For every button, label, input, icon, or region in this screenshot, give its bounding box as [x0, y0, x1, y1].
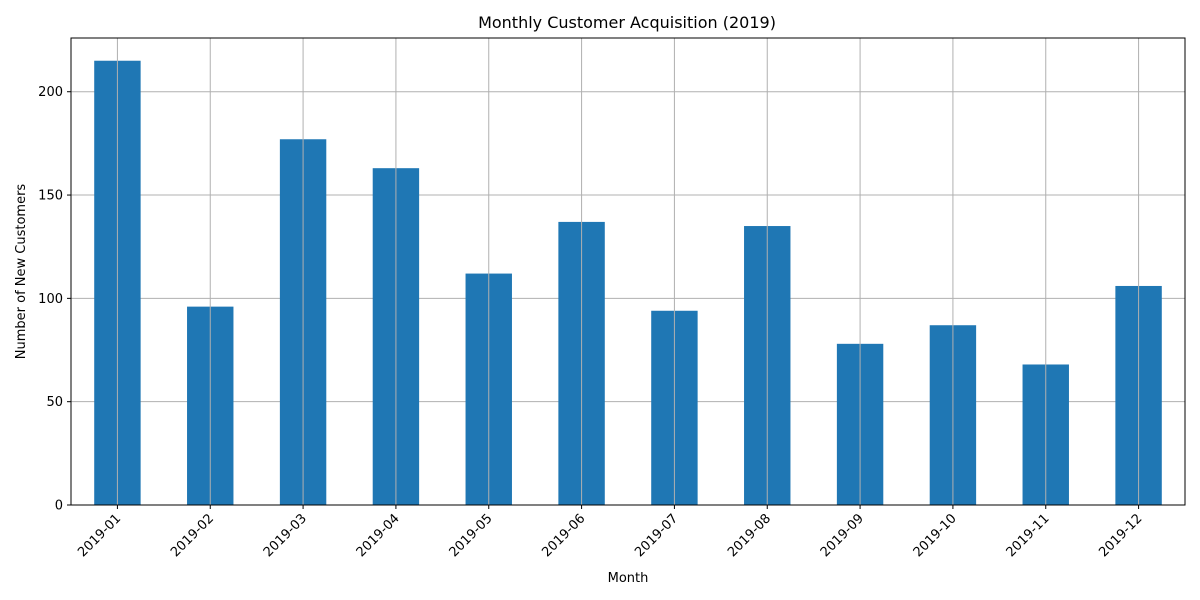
y-axis-ticks: 0 50 100 150 200 [38, 85, 71, 514]
x-tick-label: 2019-07 [632, 511, 681, 560]
x-tick-label: 2019-04 [354, 511, 403, 560]
y-tick-label: 200 [38, 85, 63, 100]
x-tick-label: 2019-10 [911, 511, 960, 560]
x-tick-label: 2019-09 [818, 511, 867, 560]
chart-title: Monthly Customer Acquisition (2019) [478, 13, 776, 32]
x-grid-layer [116, 38, 1140, 505]
y-tick-label: 50 [46, 395, 63, 410]
x-tick-label: 2019-01 [75, 511, 124, 560]
y-axis-label: Number of New Customers [14, 184, 29, 360]
y-tick-label: 100 [38, 292, 63, 307]
x-tick-label: 2019-02 [168, 511, 217, 560]
grid-layer [71, 91, 1185, 506]
bars-layer [94, 60, 1162, 506]
y-tick-label: 150 [38, 189, 63, 204]
x-tick-label: 2019-06 [539, 511, 588, 560]
x-tick-label: 2019-12 [1096, 511, 1145, 560]
x-axis-ticks: 2019-01 2019-02 2019-03 2019-04 2019-05 2019-… [75, 505, 1145, 560]
x-tick-label: 2019-11 [1004, 511, 1053, 560]
y-tick-label: 0 [55, 499, 63, 514]
x-tick-label: 2019-05 [447, 511, 496, 560]
x-tick-label: 2019-08 [725, 511, 774, 560]
x-axis-label: Month [608, 571, 649, 586]
x-tick-label: 2019-03 [261, 511, 310, 560]
plot-frame [70, 37, 1186, 506]
